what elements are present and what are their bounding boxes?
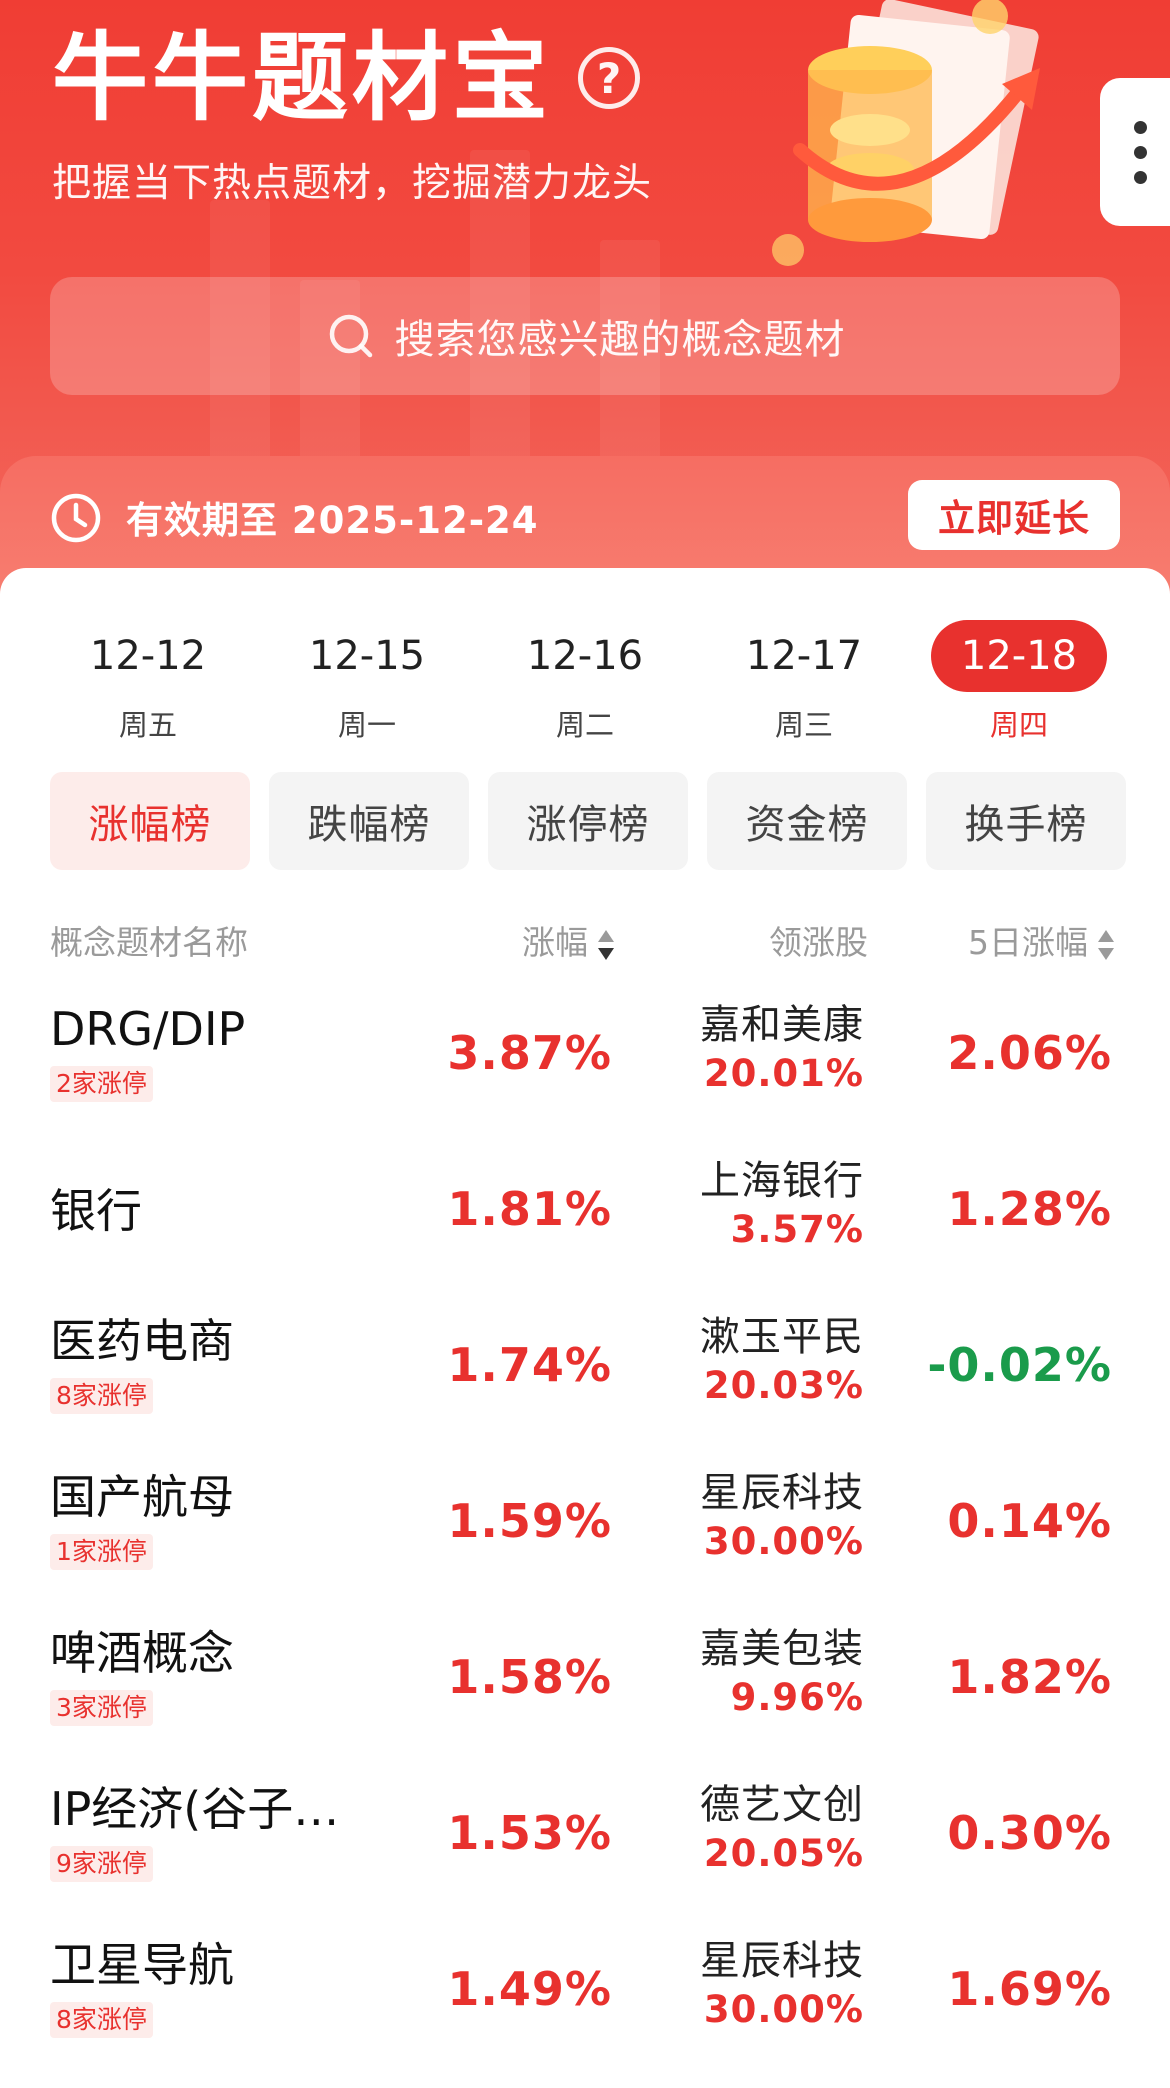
date-tabs: 12-12 周五 12-15 周一 12-16 周二 12-17 周三 12-1… bbox=[0, 620, 1170, 770]
leader-stock-name: 嘉和美康 bbox=[700, 1002, 864, 1048]
date-tab[interactable]: 12-17 周三 bbox=[714, 620, 894, 744]
main-panel: 12-12 周五 12-15 周一 12-16 周二 12-17 周三 12-1… bbox=[0, 568, 1170, 2088]
date-tab-date: 12-15 bbox=[308, 633, 426, 679]
five-day-change: -0.02% bbox=[927, 1338, 1112, 1392]
hero-banner: 牛牛题材宝 ? 把握当下热点题材，挖掘潜力龙头 搜索您感兴趣的概念题材 有效期至 bbox=[0, 0, 1170, 600]
concept-name: DRG/DIP bbox=[50, 1002, 246, 1056]
tab-losers[interactable]: 跌幅榜 bbox=[269, 772, 469, 870]
five-day-change: 1.82% bbox=[947, 1650, 1112, 1704]
coins-jar-illustration bbox=[772, 0, 1040, 266]
date-tab-date: 12-12 bbox=[89, 633, 207, 679]
app-title: 牛牛题材宝 bbox=[52, 22, 552, 134]
date-tab-date: 12-17 bbox=[745, 633, 863, 679]
limit-up-badge: 9家涨停 bbox=[50, 1846, 153, 1882]
header-change-label: 涨幅 bbox=[522, 923, 588, 962]
date-tab[interactable]: 12-16 周二 bbox=[495, 620, 675, 744]
date-tab-weekday: 周五 bbox=[118, 708, 177, 742]
table-row[interactable]: DRG/DIP 2家涨停 3.87% 嘉和美康 20.01% 2.06% bbox=[0, 982, 1170, 1138]
concept-change: 1.59% bbox=[447, 1494, 612, 1548]
header-concept-name: 概念题材名称 bbox=[50, 923, 248, 962]
help-icon[interactable]: ? bbox=[578, 47, 640, 109]
table-row[interactable]: 国产航母 1家涨停 1.59% 星辰科技 30.00% 0.14% bbox=[0, 1450, 1170, 1606]
limit-up-badge: 8家涨停 bbox=[50, 1378, 153, 1414]
date-tab-date: 12-18 bbox=[931, 620, 1107, 692]
concept-name: 啤酒概念 bbox=[50, 1626, 234, 1680]
table-row[interactable]: 卫星导航 8家涨停 1.49% 星辰科技 30.00% 1.69% bbox=[0, 1918, 1170, 2074]
date-tab-weekday: 周一 bbox=[337, 708, 396, 742]
search-placeholder: 搜索您感兴趣的概念题材 bbox=[394, 317, 846, 363]
tab-capital-flow[interactable]: 资金榜 bbox=[707, 772, 907, 870]
search-icon bbox=[329, 314, 372, 358]
sort-icon bbox=[598, 929, 614, 960]
leader-stock-name: 上海银行 bbox=[700, 1158, 864, 1204]
five-day-change: 1.69% bbox=[947, 1962, 1112, 2016]
tab-limit-up[interactable]: 涨停榜 bbox=[488, 772, 688, 870]
leader-stock-name: 星辰科技 bbox=[700, 1470, 864, 1516]
date-tab-weekday: 周四 bbox=[989, 708, 1048, 742]
header-leader: 领涨股 bbox=[769, 923, 868, 962]
more-dot-icon bbox=[1133, 120, 1147, 134]
table-row[interactable]: 银行 1.81% 上海银行 3.57% 1.28% bbox=[0, 1138, 1170, 1294]
table-header: 概念题材名称 涨幅 领涨股 5日涨幅 bbox=[0, 908, 1170, 968]
concept-name: IP经济(谷子… bbox=[50, 1782, 340, 1836]
leader-stock-change: 3.57% bbox=[730, 1208, 864, 1251]
table-row[interactable]: IP经济(谷子… 9家涨停 1.53% 德艺文创 20.05% 0.30% bbox=[0, 1762, 1170, 1918]
five-day-change: 0.14% bbox=[947, 1494, 1112, 1548]
concept-name: 银行 bbox=[50, 1184, 142, 1238]
five-day-change: 1.28% bbox=[947, 1182, 1112, 1236]
tab-gainers[interactable]: 涨幅榜 bbox=[50, 772, 250, 870]
concept-name: 卫星导航 bbox=[50, 1938, 234, 1992]
five-day-change: 2.06% bbox=[947, 1026, 1112, 1080]
rank-tabs: 涨幅榜 跌幅榜 涨停榜 资金榜 换手榜 bbox=[50, 772, 1126, 870]
limit-up-badge: 2家涨停 bbox=[50, 1066, 153, 1102]
leader-stock-change: 30.00% bbox=[703, 1988, 864, 2031]
leader-stock-name: 漱玉平民 bbox=[700, 1314, 864, 1360]
limit-up-badge: 3家涨停 bbox=[50, 1690, 153, 1726]
concept-change: 3.87% bbox=[447, 1026, 612, 1080]
clock-icon bbox=[51, 493, 101, 543]
leader-stock-name: 嘉美包装 bbox=[700, 1626, 864, 1672]
concept-change: 1.53% bbox=[447, 1806, 612, 1860]
search-bar[interactable]: 搜索您感兴趣的概念题材 bbox=[50, 277, 1120, 395]
extend-button[interactable]: 立即延长 bbox=[908, 480, 1120, 550]
leader-stock-change: 20.05% bbox=[703, 1832, 864, 1875]
leader-stock-name: 星辰科技 bbox=[700, 1938, 864, 1984]
table-row[interactable]: 医药电商 8家涨停 1.74% 漱玉平民 20.03% -0.02% bbox=[0, 1294, 1170, 1450]
sort-icon bbox=[1098, 929, 1114, 960]
leader-stock-change: 30.00% bbox=[703, 1520, 864, 1563]
date-tab[interactable]: 12-15 周一 bbox=[277, 620, 457, 744]
concept-change: 1.81% bbox=[447, 1182, 612, 1236]
header-five-day-label: 5日涨幅 bbox=[968, 923, 1088, 962]
limit-up-badge: 8家涨停 bbox=[50, 2002, 153, 2038]
concept-change: 1.58% bbox=[447, 1650, 612, 1704]
concept-change: 1.74% bbox=[447, 1338, 612, 1392]
app-subtitle: 把握当下热点题材，挖掘潜力龙头 bbox=[52, 161, 653, 206]
header-change-sort[interactable]: 涨幅 bbox=[522, 916, 616, 964]
concept-name: 医药电商 bbox=[50, 1314, 234, 1368]
table-row[interactable]: 啤酒概念 3家涨停 1.58% 嘉美包装 9.96% 1.82% bbox=[0, 1606, 1170, 1762]
concept-name: 国产航母 bbox=[50, 1470, 234, 1524]
more-dot-icon bbox=[1133, 145, 1147, 159]
leader-stock-change: 20.03% bbox=[703, 1364, 864, 1407]
limit-up-badge: 1家涨停 bbox=[50, 1534, 153, 1570]
header-five-day-sort[interactable]: 5日涨幅 bbox=[968, 916, 1116, 964]
date-tab-weekday: 周三 bbox=[774, 708, 833, 742]
validity-date: 有效期至 2025-12-24 bbox=[126, 499, 539, 542]
concept-change: 1.49% bbox=[447, 1962, 612, 2016]
date-tab-date: 12-16 bbox=[526, 633, 644, 679]
five-day-change: 0.30% bbox=[947, 1806, 1112, 1860]
date-tab-selected[interactable]: 12-18 周四 bbox=[931, 620, 1107, 744]
more-dot-icon bbox=[1133, 170, 1147, 184]
date-tab[interactable]: 12-12 周五 bbox=[58, 620, 238, 744]
leader-stock-change: 20.01% bbox=[703, 1052, 864, 1095]
leader-stock-name: 德艺文创 bbox=[700, 1782, 864, 1828]
more-options-button[interactable] bbox=[1100, 78, 1170, 226]
tab-turnover[interactable]: 换手榜 bbox=[926, 772, 1126, 870]
leader-stock-change: 9.96% bbox=[730, 1676, 864, 1719]
date-tab-weekday: 周二 bbox=[555, 708, 614, 742]
